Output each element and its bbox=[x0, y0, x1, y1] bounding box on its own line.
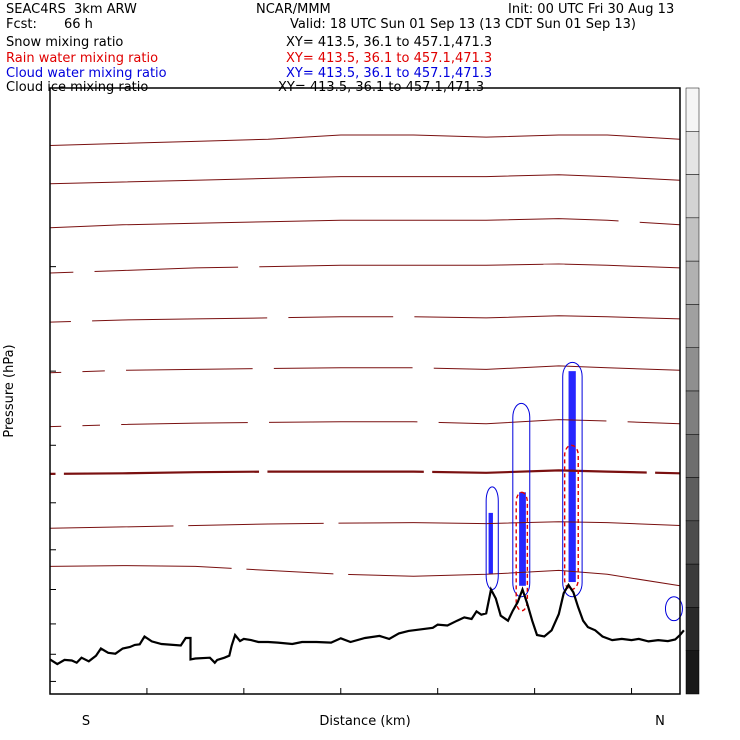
isotherm-8 bbox=[49, 521, 681, 529]
isotherm-6 bbox=[49, 419, 681, 428]
isotherm-label-bg-13 bbox=[393, 311, 415, 324]
isotherm-label-bg-17 bbox=[412, 361, 434, 374]
isotherm-label-bg-4 bbox=[398, 97, 439, 110]
colorbar-cell-5 bbox=[685, 304, 700, 348]
isotherm-label-bg-7 bbox=[618, 220, 640, 233]
colorbar-cell-13 bbox=[685, 650, 700, 695]
isotherm-5 bbox=[49, 365, 681, 374]
shaded-column-2 bbox=[488, 512, 493, 575]
colorbar-cell-10 bbox=[685, 520, 700, 565]
forecast-value: 66 h bbox=[64, 17, 93, 32]
colorbar-cell-1 bbox=[685, 131, 700, 175]
colorbar-cell-0 bbox=[685, 87, 700, 132]
isotherm-lines bbox=[49, 134, 681, 587]
shaded-column-0 bbox=[519, 492, 526, 586]
cloud-water-contour-3 bbox=[664, 596, 683, 622]
cloud-water-contour-0 bbox=[512, 402, 531, 598]
isotherm-label-bg-15 bbox=[104, 364, 127, 377]
colorbar-cell-2 bbox=[685, 174, 700, 219]
end-label-north: N bbox=[655, 714, 665, 729]
isotherm-4 bbox=[49, 315, 681, 323]
shaded-column-1 bbox=[568, 371, 576, 583]
isotherm-label-bg-3 bbox=[349, 120, 371, 133]
isotherm-label-bg-9 bbox=[238, 264, 260, 277]
isotherm-label-bg-30 bbox=[333, 569, 349, 582]
terrain-profile bbox=[49, 582, 685, 666]
isotherm-label-bg-0 bbox=[49, 101, 90, 114]
colorbar-cell-7 bbox=[685, 390, 700, 435]
colorbar-cell-8 bbox=[685, 434, 700, 478]
shaded-columns bbox=[488, 371, 576, 586]
field-xy-cloud-water: XY= 413.5, 36.1 to 457.1,471.3 bbox=[286, 66, 493, 81]
cloud-water-contours bbox=[485, 361, 683, 622]
cloud-water-contour-1 bbox=[562, 361, 583, 598]
isotherm-9 bbox=[49, 565, 681, 587]
isotherm-label-bg-10 bbox=[543, 264, 565, 277]
isotherm-0 bbox=[49, 134, 681, 146]
colorbar-cell-12 bbox=[685, 607, 700, 651]
isotherm-label-bg-11 bbox=[70, 315, 93, 328]
isotherm-label-bg-25 bbox=[423, 465, 433, 478]
isotherm-3 bbox=[49, 263, 681, 274]
y-axis-label: Pressure (hPa) bbox=[2, 344, 17, 437]
isotherm-label-bg-27 bbox=[173, 519, 189, 532]
colorbar-cell-11 bbox=[685, 563, 700, 608]
isotherm-label-bg-24 bbox=[259, 465, 268, 478]
isotherm-label-bg-14 bbox=[61, 365, 83, 378]
isotherm-label-bg-6 bbox=[577, 120, 599, 133]
isotherm-label-bg-8 bbox=[73, 267, 95, 280]
end-label-south: S bbox=[82, 714, 90, 729]
colorbar bbox=[685, 87, 700, 695]
field-label-cloud-water: Cloud water mixing ratio bbox=[6, 66, 167, 81]
field-label-snow: Snow mixing ratio bbox=[6, 35, 124, 50]
isotherm-label-bg-28 bbox=[323, 517, 339, 530]
isotherm-label-bg-26 bbox=[646, 466, 656, 479]
isotherm-label-bg-31 bbox=[599, 577, 615, 590]
field-xy-rain: XY= 413.5, 36.1 to 457.1,471.3 bbox=[286, 51, 493, 66]
init-time: Init: 00 UTC Fri 30 Aug 13 bbox=[508, 2, 675, 17]
axes bbox=[49, 266, 633, 694]
isotherm-label-bg-18 bbox=[61, 419, 83, 432]
isotherm-label-bg-29 bbox=[231, 561, 247, 574]
isotherm-1 bbox=[49, 174, 681, 185]
forecast-label: Fcst: bbox=[6, 17, 37, 32]
isotherm-labels bbox=[49, 97, 656, 590]
x-axis-label: Distance (km) bbox=[319, 714, 410, 729]
isotherm-label-bg-22 bbox=[606, 415, 628, 428]
field-xy-snow: XY= 413.5, 36.1 to 457.1,471.3 bbox=[286, 35, 493, 50]
colorbar-cell-9 bbox=[685, 477, 700, 522]
field-label-rain: Rain water mixing ratio bbox=[6, 51, 159, 66]
colorbar-cell-6 bbox=[685, 347, 700, 392]
terrain-line bbox=[49, 582, 685, 666]
rain-water-contour-0 bbox=[515, 491, 529, 612]
isotherm-label-bg-5 bbox=[498, 104, 533, 117]
isotherm-label-bg-20 bbox=[247, 416, 269, 429]
colorbar-cell-3 bbox=[685, 217, 700, 262]
org-label: NCAR/MMM bbox=[256, 2, 331, 17]
valid-time: Valid: 18 UTC Sun 01 Sep 13 (13 CDT Sun … bbox=[290, 17, 636, 32]
isotherm-label-bg-23 bbox=[55, 467, 64, 480]
isotherm-7 bbox=[49, 469, 681, 475]
isotherm-label-bg-19 bbox=[99, 418, 122, 431]
isotherm-label-bg-12 bbox=[267, 311, 289, 324]
isotherm-label-bg-16 bbox=[252, 361, 274, 374]
model-title: SEAC4RS 3km ARW bbox=[6, 2, 137, 17]
isotherm-label-bg-21 bbox=[417, 416, 439, 429]
colorbar-cell-4 bbox=[685, 260, 700, 305]
isotherm-2 bbox=[49, 218, 681, 229]
isotherm-label-bg-2 bbox=[289, 104, 324, 117]
plot-frame bbox=[49, 87, 681, 695]
isotherm-label-bg-1 bbox=[199, 124, 221, 137]
